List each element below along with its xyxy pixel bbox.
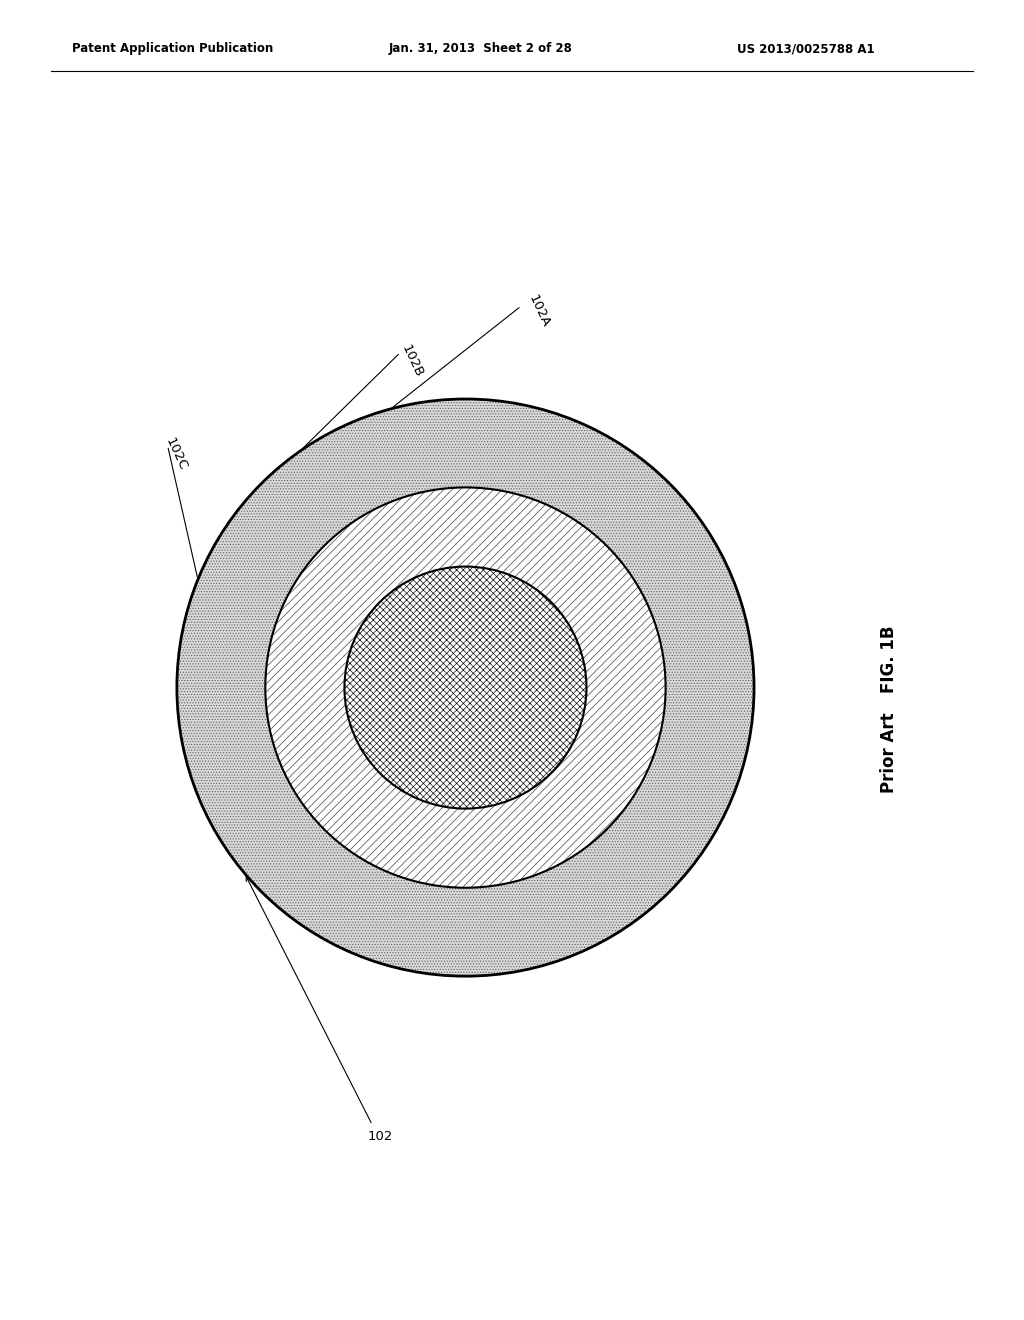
Circle shape — [344, 566, 587, 809]
Circle shape — [177, 399, 754, 977]
Text: Patent Application Publication: Patent Application Publication — [72, 42, 273, 55]
Text: 102: 102 — [368, 1130, 393, 1143]
Text: 102C: 102C — [163, 436, 189, 473]
Circle shape — [265, 487, 666, 888]
Text: US 2013/0025788 A1: US 2013/0025788 A1 — [737, 42, 874, 55]
Text: Jan. 31, 2013  Sheet 2 of 28: Jan. 31, 2013 Sheet 2 of 28 — [389, 42, 573, 55]
Text: Prior Art: Prior Art — [880, 713, 898, 793]
Text: 102B: 102B — [398, 342, 425, 379]
Text: 102A: 102A — [526, 293, 552, 330]
Text: FIG. 1B: FIG. 1B — [880, 626, 898, 693]
